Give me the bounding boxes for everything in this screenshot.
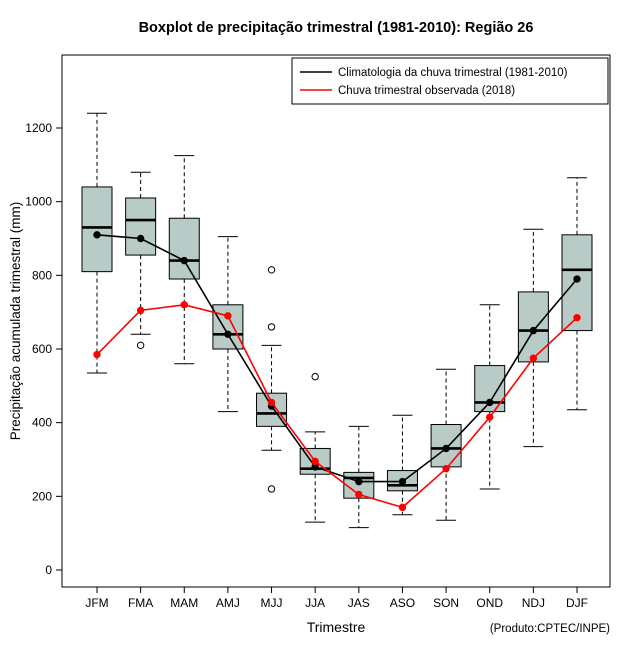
outlier-point (267, 323, 276, 331)
legend-label: Climatologia da chuva trimestral (1981-2… (338, 67, 568, 79)
observed-point (267, 398, 276, 407)
observed-series (93, 301, 581, 512)
plot-border (61, 54, 611, 588)
y-tick-label: 1000 (25, 195, 52, 209)
observed-point (311, 457, 319, 466)
x-axis: JFM FMA MAM AMJ MJJ JJA JAS ASO SON OND NDJ DJF (85, 587, 588, 610)
y-tick-label: 600 (32, 342, 52, 356)
y-tick-label: 1200 (25, 121, 52, 135)
legend: Climatologia da chuva trimestral (1981-2… (291, 57, 609, 105)
chart-title: Boxplot de precipitação trimestral (1981… (139, 20, 534, 36)
observed-point (136, 306, 145, 315)
source-note: (Produto:CPTEC/INPE) (490, 623, 610, 635)
boxes (81, 112, 593, 529)
x-tick-label: ASO (390, 596, 415, 610)
x-tick-label: FMA (128, 596, 153, 610)
outlier-point (267, 266, 276, 274)
climatology-point (442, 444, 450, 453)
x-tick-label: DJF (566, 596, 588, 610)
x-tick-label: SON (433, 596, 459, 610)
y-tick-label: 200 (32, 489, 52, 503)
climatology-point (573, 275, 581, 283)
climatology-point (93, 231, 101, 239)
climatology-line (96, 234, 578, 483)
observed-point (93, 350, 101, 359)
boxplot-box (168, 217, 200, 280)
x-tick-label: MAM (170, 596, 198, 610)
x-tick-label: JFM (85, 596, 108, 610)
observed-point (180, 301, 188, 309)
y-tick-label: 400 (32, 416, 52, 430)
boxplot-box (125, 197, 157, 256)
observed-point (486, 413, 494, 421)
climatology-series (93, 231, 581, 486)
y-tick-label: 800 (32, 268, 52, 282)
observed-point (529, 354, 538, 362)
climatology-point (398, 477, 407, 486)
x-tick-label: OND (476, 596, 503, 610)
climatology-point (355, 477, 363, 486)
climatology-point (529, 326, 538, 335)
x-tick-label: NDJ (522, 596, 545, 610)
y-axis: 0 200 400 600 800 1000 1200 (25, 121, 62, 577)
observed-point (573, 313, 581, 322)
climatology-point (486, 398, 494, 407)
climatology-point (224, 330, 232, 338)
observed-point (442, 465, 450, 473)
x-tick-label: MJJ (261, 596, 283, 610)
outlier-point (311, 372, 319, 381)
observed-point (398, 503, 407, 512)
observed-line (96, 303, 578, 509)
x-axis-title: Trimestre (307, 619, 366, 635)
y-tick-label: 0 (45, 563, 52, 577)
boxplot-box (212, 304, 244, 350)
observed-point (224, 312, 232, 320)
x-tick-label: JAS (348, 596, 370, 610)
legend-box (291, 57, 609, 105)
x-tick-label: JJA (305, 596, 325, 610)
outlier-point (267, 485, 276, 493)
outlier-point (136, 341, 145, 350)
y-axis-title: Precipitação acumulada trimestral (mm) (8, 202, 23, 441)
legend-label: Chuva trimestral observada (2018) (338, 85, 515, 97)
climatology-point (180, 256, 188, 265)
x-tick-label: AMJ (216, 596, 240, 610)
observed-point (355, 490, 363, 499)
climatology-point (136, 234, 145, 243)
boxplot-box (81, 186, 113, 273)
